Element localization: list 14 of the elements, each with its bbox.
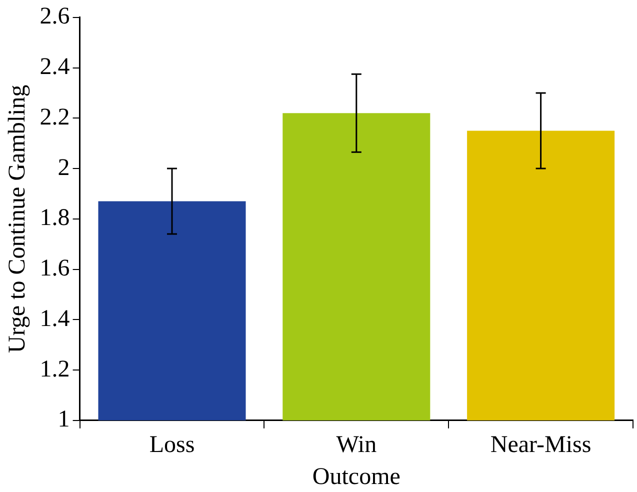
x-axis-title: Outcome — [312, 464, 400, 490]
y-tick-label: 1.8 — [40, 205, 70, 232]
x-tick-label: Near-Miss — [490, 432, 592, 458]
y-tick-label: 2.6 — [40, 4, 70, 30]
y-tick-label: 1.4 — [40, 306, 70, 332]
x-tick-label: Win — [336, 432, 377, 458]
y-tick-label: 2.2 — [40, 104, 70, 130]
x-tick-label: Loss — [149, 432, 195, 458]
y-tick-label: 2.4 — [40, 54, 70, 80]
y-tick-label: 1.2 — [40, 356, 70, 382]
y-tick-label: 2 — [58, 154, 70, 181]
y-axis-title: Urge to Continue Gambling — [4, 84, 31, 353]
y-tick-label: 1 — [58, 406, 70, 433]
y-tick-label: 1.6 — [40, 256, 70, 282]
